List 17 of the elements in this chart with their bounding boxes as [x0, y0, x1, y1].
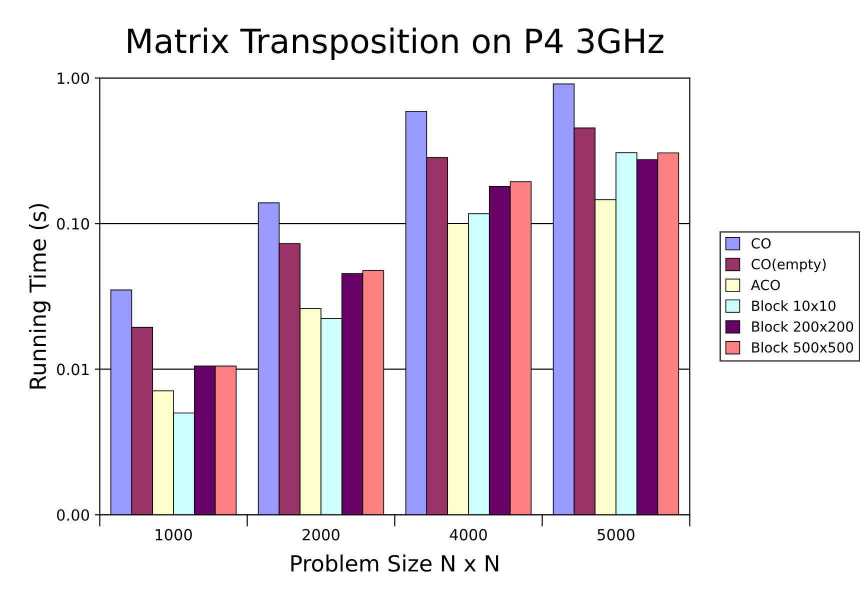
x-tick-label: 2000 [302, 528, 340, 540]
legend-label: Block 500x500 [752, 342, 854, 353]
legend-label: ACO [750, 280, 780, 290]
legend-label: CO [752, 238, 771, 249]
x-tick-label: 1000 [156, 528, 192, 540]
legend-label: Block 200x200 [752, 321, 854, 332]
y-tick-label: 0.10 [57, 218, 90, 230]
y-axis-title: Running Time (s) [28, 204, 50, 388]
chart-title: Matrix Transposition on P4 3GHz [128, 28, 664, 60]
y-tick-label: 0.01 [57, 364, 89, 376]
y-tick-label: 1.00 [58, 72, 90, 84]
legend-label: CO(empty) [752, 258, 826, 272]
x-axis-title: Problem Size N x N [291, 554, 498, 572]
y-tick-label: 0.00 [57, 509, 90, 521]
legend-label: Block 10x10 [752, 300, 836, 312]
x-tick-label: 4000 [450, 528, 487, 540]
x-tick-label: 5000 [598, 528, 634, 540]
